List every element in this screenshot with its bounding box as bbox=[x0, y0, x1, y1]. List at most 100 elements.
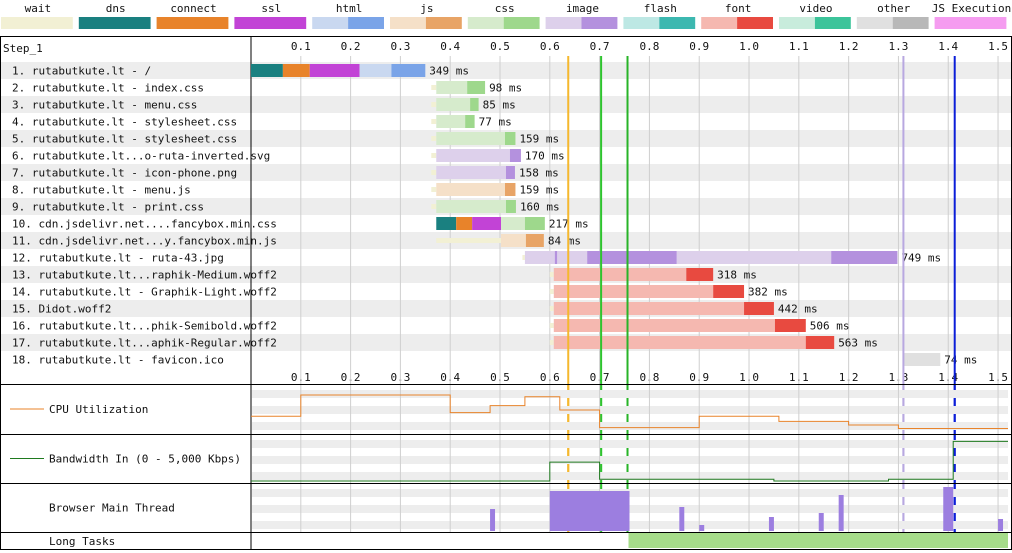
main-thread-spike bbox=[679, 507, 685, 531]
legend-swatch bbox=[234, 17, 307, 29]
request-label: 13. rutabutkute.lt...raphik-Medium.woff2 bbox=[12, 269, 277, 282]
legend-label: dns bbox=[106, 2, 126, 15]
request-bar-ttfb bbox=[557, 251, 588, 264]
panel-band bbox=[252, 440, 1008, 448]
panel-main-thread: Browser Main Thread bbox=[0, 483, 1012, 532]
request-row[interactable]: 12. rutabutkute.lt - ruta-43.jpg 749 ms bbox=[12, 251, 941, 265]
request-bar-dl bbox=[504, 132, 516, 145]
legend-item-ssl: ssl bbox=[234, 2, 307, 29]
request-bar-wait bbox=[431, 85, 437, 90]
request-duration: 382 ms bbox=[748, 286, 788, 299]
legend-label: JS Execution bbox=[932, 2, 1011, 15]
request-row[interactable]: 5. rutabutkute.lt - stylesheet.css 159 ms bbox=[12, 132, 559, 146]
request-label: 2. rutabutkute.lt - index.css bbox=[12, 82, 204, 95]
step-label: Step_1 bbox=[3, 42, 43, 55]
request-bar-dl bbox=[524, 217, 545, 230]
request-bar-ttfb bbox=[553, 336, 806, 349]
request-bar-ttfb bbox=[436, 166, 506, 179]
request-bar-ssl bbox=[309, 64, 360, 77]
request-duration: 77 ms bbox=[479, 116, 512, 129]
legend-item-other: other bbox=[856, 2, 929, 29]
legend-label: html bbox=[336, 2, 363, 15]
request-bar-ttfb bbox=[359, 64, 392, 77]
legend-swatch-dark bbox=[814, 17, 851, 29]
request-label: 14. rutabutkute.lt - Graphik-Light.woff2 bbox=[12, 286, 277, 299]
request-row[interactable]: 11. cdn.jsdelivr.net...y.fancybox.min.js… bbox=[12, 234, 581, 248]
legend-swatch-light bbox=[312, 17, 349, 29]
request-bar-ttfb bbox=[903, 353, 941, 366]
legend-label: video bbox=[799, 2, 832, 15]
main-thread-activity bbox=[490, 487, 1004, 531]
row-stripe bbox=[1, 96, 1011, 113]
request-bar-dl bbox=[686, 268, 714, 281]
request-row[interactable]: 1. rutabutkute.lt - / 349 ms bbox=[12, 64, 469, 78]
request-bar-wait bbox=[431, 187, 437, 192]
legend-label: css bbox=[495, 2, 515, 15]
main-thread-spike bbox=[699, 525, 705, 531]
request-duration: 749 ms bbox=[901, 252, 941, 265]
request-duration: 506 ms bbox=[810, 320, 850, 333]
request-duration: 159 ms bbox=[519, 184, 559, 197]
legend-item-html: html bbox=[312, 2, 384, 29]
legend-swatch bbox=[934, 17, 1007, 29]
legend-swatch-light bbox=[467, 17, 504, 29]
legend-item-video: video bbox=[779, 2, 851, 29]
request-row[interactable]: 9. rutabutkute.lt - print.css 160 ms bbox=[12, 200, 560, 214]
request-bar-wait bbox=[431, 153, 437, 158]
request-row[interactable]: 13. rutabutkute.lt...raphik-Medium.woff2… bbox=[12, 268, 757, 282]
request-label: 18. rutabutkute.lt - favicon.ico bbox=[12, 354, 224, 367]
request-bar-dl bbox=[805, 336, 835, 349]
legend-label: other bbox=[877, 2, 910, 15]
request-row[interactable]: 10. cdn.jsdelivr.net....fancybox.min.css… bbox=[12, 217, 589, 231]
request-label: 10. cdn.jsdelivr.net....fancybox.min.css bbox=[12, 218, 277, 231]
request-row[interactable]: 3. rutabutkute.lt - menu.css 85 ms bbox=[12, 98, 516, 112]
tick-label: 0.3 bbox=[390, 40, 410, 53]
request-duration: 318 ms bbox=[717, 269, 757, 282]
panel-cpu: CPU Utilization bbox=[0, 384, 1012, 434]
legend-swatch-light bbox=[623, 17, 660, 29]
request-row[interactable]: 14. rutabutkute.lt - Graphik-Light.woff2… bbox=[12, 285, 788, 299]
request-bar-dl bbox=[391, 64, 426, 77]
request-label: 5. rutabutkute.lt - stylesheet.css bbox=[12, 133, 237, 146]
legend-swatch-dark bbox=[503, 17, 540, 29]
request-duration: 160 ms bbox=[520, 201, 560, 214]
legend-swatch-dark bbox=[737, 17, 773, 29]
request-row[interactable]: 4. rutabutkute.lt - stylesheet.css 77 ms bbox=[12, 115, 512, 129]
tick-label: 1.4 bbox=[938, 40, 958, 53]
request-bar-dl bbox=[509, 149, 521, 162]
request-bar-ttfb bbox=[436, 115, 466, 128]
request-row[interactable]: 17. rutabutkute.lt...aphik-Regular.woff2… bbox=[12, 336, 878, 350]
request-bar-dl bbox=[505, 200, 516, 213]
request-bar-wait bbox=[549, 340, 554, 345]
request-bar-wait bbox=[549, 289, 554, 294]
legend-swatch bbox=[1, 17, 73, 29]
legend-item-js-execution: JS Execution bbox=[932, 2, 1011, 29]
request-bar-ttfb bbox=[436, 149, 510, 162]
request-row[interactable]: 6. rutabutkute.lt...o-ruta-inverted.svg 1… bbox=[12, 149, 565, 163]
panel-label: Bandwidth In (0 - 5,000 Kbps) bbox=[49, 453, 241, 466]
panel-label: Browser Main Thread bbox=[49, 502, 175, 515]
legend-swatch bbox=[78, 17, 151, 29]
request-row[interactable]: 2. rutabutkute.lt - index.css 98 ms bbox=[12, 81, 522, 95]
request-row[interactable]: 18. rutabutkute.lt - favicon.ico 74 ms bbox=[12, 353, 977, 367]
request-row[interactable]: 7. rutabutkute.lt - icon-phone.png 158 ms bbox=[12, 166, 559, 180]
tick-label: 1.5 bbox=[988, 40, 1008, 53]
tick-label: 0.2 bbox=[341, 40, 361, 53]
request-row[interactable]: 16. rutabutkute.lt...phik-Semibold.woff2… bbox=[12, 319, 850, 333]
request-bar-dl bbox=[470, 98, 479, 111]
request-duration: 563 ms bbox=[838, 337, 878, 350]
main-thread-spike bbox=[943, 487, 954, 531]
request-bar-connect bbox=[282, 64, 310, 77]
panel-band bbox=[252, 521, 1008, 529]
main-thread-spike bbox=[998, 519, 1004, 531]
legend-label: image bbox=[566, 2, 599, 15]
request-bar-dns bbox=[251, 64, 283, 77]
panel-band bbox=[252, 422, 1008, 430]
tick-label: 0.5 bbox=[490, 40, 510, 53]
legend-item-js: js bbox=[390, 2, 462, 29]
request-row[interactable]: 8. rutabutkute.lt - menu.js 159 ms bbox=[12, 183, 559, 197]
request-duration: 98 ms bbox=[489, 82, 522, 95]
row-stripe bbox=[1, 62, 1011, 79]
legend-label: font bbox=[725, 2, 752, 15]
